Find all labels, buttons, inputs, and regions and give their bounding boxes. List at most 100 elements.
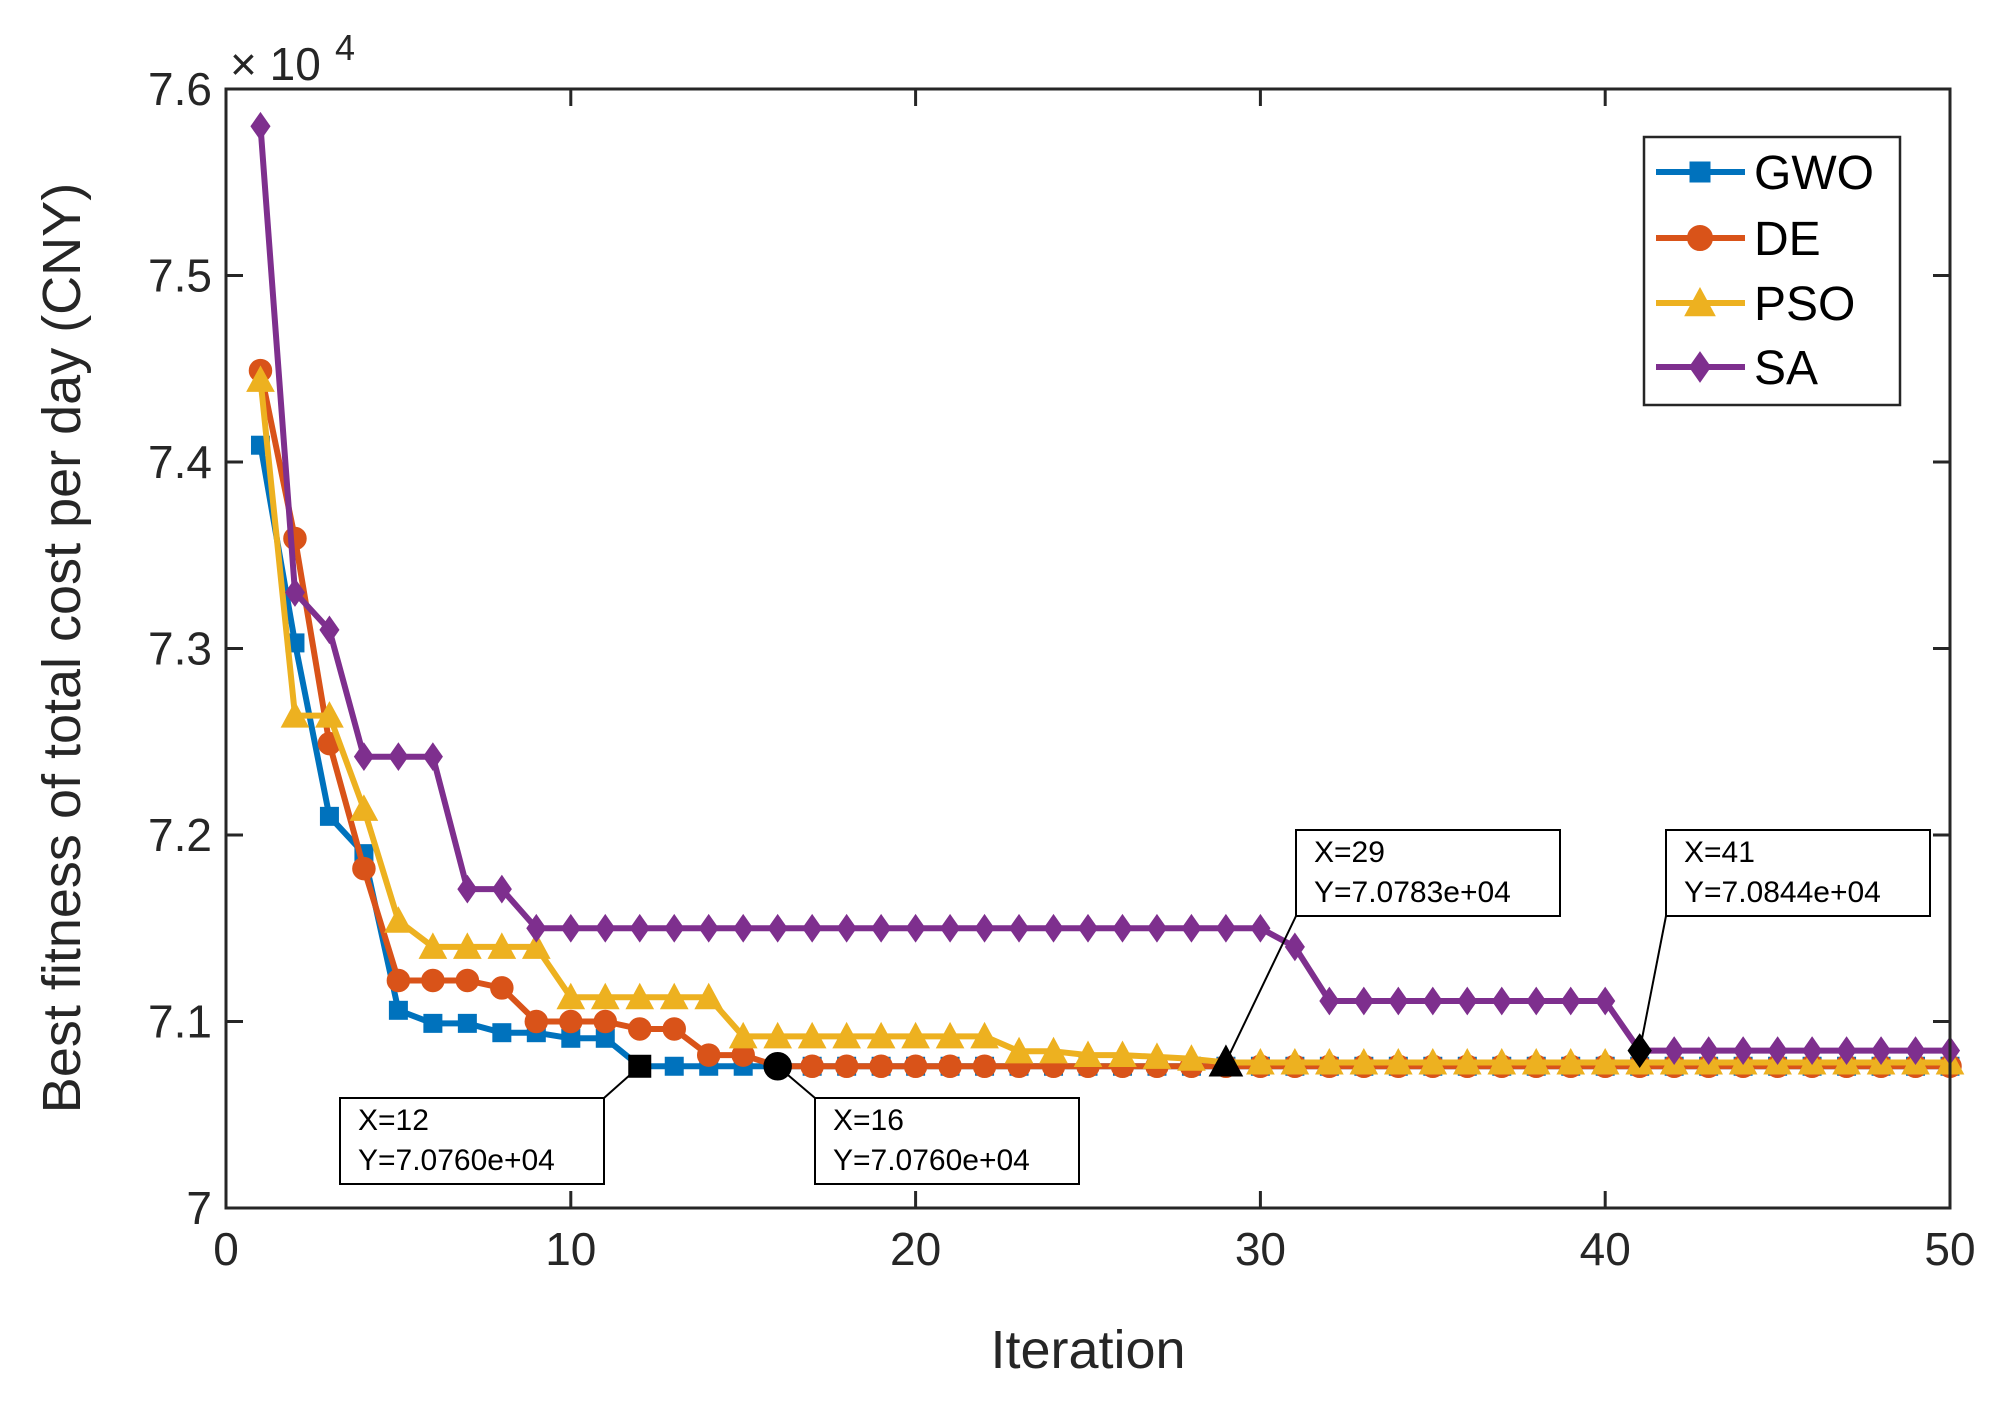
data-point-sa xyxy=(1215,913,1236,943)
data-point-pso xyxy=(384,906,413,933)
y-tick-label: 7 xyxy=(186,1182,212,1234)
data-point-sa xyxy=(1422,986,1443,1016)
data-point-sa xyxy=(526,913,547,943)
data-point-sa xyxy=(905,913,926,943)
data-point-pso xyxy=(418,932,448,959)
x-tick-label: 20 xyxy=(890,1223,941,1275)
datatip-x-text: X=29 xyxy=(1314,836,1385,869)
data-point-de xyxy=(524,1009,549,1034)
data-point-pso xyxy=(970,1021,999,1049)
data-point-sa xyxy=(491,874,512,904)
datatip-y-text: Y=7.0844e+04 xyxy=(1684,876,1881,909)
legend-triangle-marker xyxy=(1684,286,1716,317)
data-point-sa xyxy=(319,615,340,645)
legend-circle-marker xyxy=(1687,225,1713,251)
data-point-pso xyxy=(797,1021,827,1049)
annotation-layer xyxy=(603,915,1667,1099)
legend-label-de: DE xyxy=(1754,213,1821,266)
datatip-pso: X=29 Y=7.0783e+04 xyxy=(1295,829,1561,917)
data-point-gwo xyxy=(457,1013,477,1033)
data-point-de xyxy=(283,526,307,551)
datatip-box xyxy=(339,1097,605,1185)
x-tick-label: 0 xyxy=(213,1223,239,1275)
data-point-sa xyxy=(1595,986,1616,1016)
data-point-de xyxy=(800,1054,824,1079)
data-point-pso xyxy=(1039,1036,1068,1064)
data-point-sa xyxy=(1905,1036,1926,1065)
data-point-sa xyxy=(664,913,685,943)
data-point-sa xyxy=(1457,986,1478,1016)
datatip-connector xyxy=(1638,915,1667,1051)
data-point-de xyxy=(593,1009,618,1034)
x-tick-label: 40 xyxy=(1580,1223,1631,1275)
data-point-pso xyxy=(1349,1047,1379,1075)
data-point-sa xyxy=(1664,1036,1685,1065)
datatip-x-text: X=12 xyxy=(358,1104,429,1137)
data-point-sa xyxy=(1870,1036,1892,1065)
data-point-sa xyxy=(836,913,857,943)
data-point-pso xyxy=(1383,1047,1413,1075)
x-tick-labels: 0 10 20 30 40 50 xyxy=(213,1223,1975,1275)
data-point-de xyxy=(628,1017,652,1041)
datatip-x-text: X=16 xyxy=(833,1104,904,1137)
datatip-gwo: X=12 Y=7.0760e+04 xyxy=(339,1097,605,1185)
data-point-de xyxy=(455,968,480,993)
data-point-pso xyxy=(590,982,620,1010)
data-point-pso xyxy=(763,1021,793,1049)
data-point-sa xyxy=(595,913,616,943)
x-tick-label: 30 xyxy=(1235,1223,1286,1275)
data-point-sa xyxy=(1181,913,1202,943)
data-point-pso xyxy=(1246,1047,1275,1075)
data-point-sa xyxy=(940,913,961,943)
datatip-y-text: Y=7.0760e+04 xyxy=(833,1144,1030,1177)
data-point-gwo xyxy=(664,1056,684,1076)
data-point-pso xyxy=(1452,1047,1482,1075)
legend-entry-de: DE xyxy=(1656,213,1821,266)
x-tick-label: 10 xyxy=(545,1223,596,1275)
data-point-de xyxy=(834,1054,859,1079)
datatip-connector xyxy=(1225,915,1297,1063)
data-point-sa xyxy=(1008,913,1030,943)
data-point-pso xyxy=(901,1021,930,1049)
data-point-sa xyxy=(1733,1036,1754,1065)
datatip-point-pso xyxy=(1208,1044,1244,1077)
data-point-gwo xyxy=(423,1013,443,1033)
data-point-de xyxy=(869,1054,893,1079)
data-point-sa xyxy=(767,913,788,943)
y-tick-label: 7.1 xyxy=(148,996,212,1048)
data-point-sa xyxy=(1491,986,1512,1016)
legend-entry-pso: PSO xyxy=(1656,278,1855,331)
data-point-de xyxy=(352,856,376,881)
legend-marker-pso xyxy=(1684,286,1716,317)
legend-marker-de xyxy=(1687,225,1713,251)
data-point-pso xyxy=(280,701,310,728)
data-point-pso xyxy=(487,932,517,959)
data-point-sa xyxy=(629,913,650,943)
data-point-de xyxy=(903,1054,928,1079)
data-point-pso xyxy=(659,982,689,1010)
exponent-base: × 10 xyxy=(230,38,321,90)
data-point-pso xyxy=(349,794,379,821)
datatip-box xyxy=(1295,829,1561,917)
legend-diamond-marker xyxy=(1688,351,1712,383)
data-point-sa xyxy=(1319,986,1340,1016)
data-point-sa xyxy=(457,874,478,904)
data-point-pso xyxy=(694,982,724,1010)
datatip-de: X=16 Y=7.0760e+04 xyxy=(814,1097,1080,1185)
data-point-sa xyxy=(1698,1036,1719,1065)
data-point-sa xyxy=(388,742,409,772)
data-point-pso xyxy=(1556,1047,1586,1075)
data-point-pso xyxy=(1177,1044,1206,1071)
data-point-pso xyxy=(1108,1040,1137,1068)
data-point-pso xyxy=(1004,1036,1034,1064)
data-point-pso xyxy=(728,1021,758,1049)
legend-label-sa: SA xyxy=(1754,342,1818,395)
data-point-sa xyxy=(560,913,581,943)
y-tick-label: 7.6 xyxy=(148,63,212,115)
data-point-de xyxy=(696,1043,721,1067)
datatip-point-sa xyxy=(1627,1033,1652,1068)
data-point-pso xyxy=(453,932,482,959)
data-point-de xyxy=(972,1054,997,1079)
data-point-gwo xyxy=(388,1000,408,1020)
data-point-de xyxy=(559,1009,583,1034)
